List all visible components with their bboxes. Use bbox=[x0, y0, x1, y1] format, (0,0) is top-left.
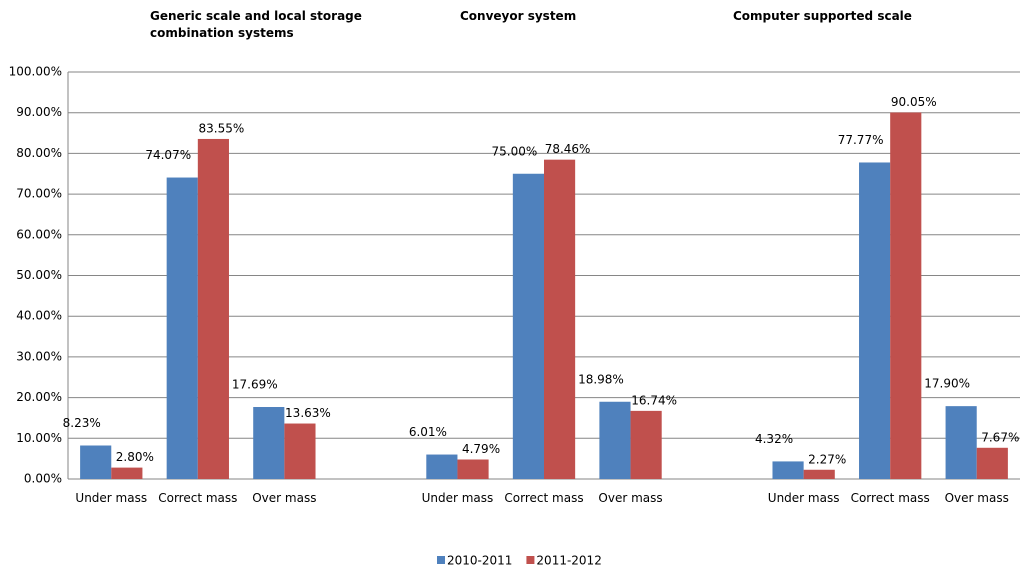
x-tick-label: Under mass bbox=[767, 491, 840, 505]
legend-label: 2011-2012 bbox=[536, 554, 601, 568]
x-tick-label: Over mass bbox=[944, 491, 1009, 505]
bar bbox=[197, 138, 229, 479]
x-tick-label: Over mass bbox=[252, 491, 317, 505]
value-label: 78.46% bbox=[545, 142, 591, 156]
value-label: 4.32% bbox=[755, 432, 793, 446]
y-tick-label: 0.00% bbox=[24, 472, 62, 486]
y-tick-label: 20.00% bbox=[16, 390, 62, 404]
y-tick-label: 90.00% bbox=[16, 105, 62, 119]
y-tick-label: 100.00% bbox=[9, 65, 62, 79]
bar bbox=[166, 177, 198, 479]
bar bbox=[512, 173, 544, 479]
bar bbox=[890, 112, 922, 480]
x-tick-label: Under mass bbox=[75, 491, 148, 505]
value-label: 90.05% bbox=[891, 95, 937, 109]
bar bbox=[772, 461, 804, 479]
legend-swatch bbox=[437, 556, 445, 564]
bar bbox=[599, 401, 631, 479]
y-tick-label: 50.00% bbox=[16, 268, 62, 282]
y-tick-label: 60.00% bbox=[16, 227, 62, 241]
value-label: 83.55% bbox=[199, 121, 245, 135]
value-label: 13.63% bbox=[285, 406, 331, 420]
bar bbox=[976, 447, 1008, 479]
value-label: 75.00% bbox=[492, 144, 538, 158]
value-label: 16.74% bbox=[631, 393, 677, 407]
y-tick-label: 10.00% bbox=[16, 431, 62, 445]
y-tick-label: 70.00% bbox=[16, 187, 62, 201]
legend-swatch bbox=[526, 556, 535, 564]
value-label: 77.77% bbox=[838, 133, 884, 147]
x-tick-label: Correct mass bbox=[504, 491, 584, 505]
x-tick-label: Under mass bbox=[421, 491, 494, 505]
bar bbox=[111, 467, 143, 479]
value-label: 18.98% bbox=[578, 372, 624, 386]
y-tick-label: 30.00% bbox=[16, 349, 62, 363]
bar bbox=[544, 159, 576, 480]
legend-label: 2010-2011 bbox=[447, 554, 512, 568]
value-label: 2.27% bbox=[808, 452, 846, 466]
bar bbox=[803, 469, 835, 479]
value-label: 7.67% bbox=[981, 430, 1019, 444]
y-tick-label: 40.00% bbox=[16, 309, 62, 323]
bar bbox=[630, 410, 662, 479]
bar bbox=[859, 162, 891, 479]
bar bbox=[80, 445, 112, 479]
group-title: Generic scale and local storage combinat… bbox=[150, 9, 362, 40]
value-label: 17.69% bbox=[232, 378, 278, 392]
group-title: Computer supported scale bbox=[733, 9, 912, 23]
value-label: 74.07% bbox=[145, 148, 191, 162]
bar bbox=[457, 459, 489, 479]
y-tick-label: 80.00% bbox=[16, 146, 62, 160]
x-tick-label: Correct mass bbox=[850, 491, 930, 505]
value-label: 2.80% bbox=[116, 450, 154, 464]
x-tick-label: Over mass bbox=[598, 491, 663, 505]
group-title: Conveyor system bbox=[460, 9, 577, 23]
bar bbox=[426, 454, 458, 479]
value-label: 17.90% bbox=[924, 377, 970, 391]
value-label: 6.01% bbox=[409, 425, 447, 439]
x-tick-label: Correct mass bbox=[158, 491, 238, 505]
value-label: 8.23% bbox=[63, 416, 101, 430]
bar bbox=[945, 406, 977, 479]
bar bbox=[284, 423, 316, 479]
bar bbox=[253, 407, 285, 479]
value-label: 4.79% bbox=[462, 442, 500, 456]
